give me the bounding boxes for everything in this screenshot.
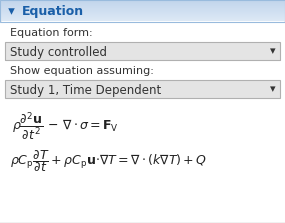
Text: ▾: ▾ [270, 46, 276, 56]
Bar [0, 5, 285, 6]
Bar [0, 6, 285, 7]
Bar [0, 19, 285, 20]
Bar [0, 0, 285, 22]
Text: ▾: ▾ [270, 84, 276, 94]
Text: Study 1, Time Dependent: Study 1, Time Dependent [10, 84, 161, 97]
Text: Study controlled: Study controlled [10, 46, 107, 59]
Bar [0, 8, 285, 9]
Text: $\rho\dfrac{\partial^2\mathbf{u}}{\partial t^2}\,-\,\nabla\cdot\sigma = \mathbf{: $\rho\dfrac{\partial^2\mathbf{u}}{\parti… [12, 110, 118, 142]
Bar [0, 9, 285, 10]
Bar [0, 3, 285, 4]
Text: Equation form:: Equation form: [10, 28, 93, 38]
Bar [0, 4, 285, 5]
Bar [0, 10, 285, 12]
Bar [5, 80, 280, 98]
Bar [0, 1, 285, 2]
Text: Show equation assuming:: Show equation assuming: [10, 66, 154, 76]
Text: Equation: Equation [22, 5, 84, 18]
Text: $\rho C_{\mathrm{p}}\dfrac{\partial T}{\partial t}+\rho C_{\mathrm{p}}\mathbf{u}: $\rho C_{\mathrm{p}}\dfrac{\partial T}{\… [10, 148, 207, 174]
Bar [0, 13, 285, 15]
Bar [5, 42, 280, 60]
Bar [0, 7, 285, 8]
Bar [0, 16, 285, 17]
Bar [0, 0, 285, 1]
Point [9, 9, 13, 13]
Bar [0, 20, 285, 21]
Bar [0, 14, 285, 16]
Bar [0, 11, 285, 12]
Bar [0, 12, 285, 14]
Bar [0, 2, 285, 3]
Bar [0, 17, 285, 18]
Bar [0, 18, 285, 19]
